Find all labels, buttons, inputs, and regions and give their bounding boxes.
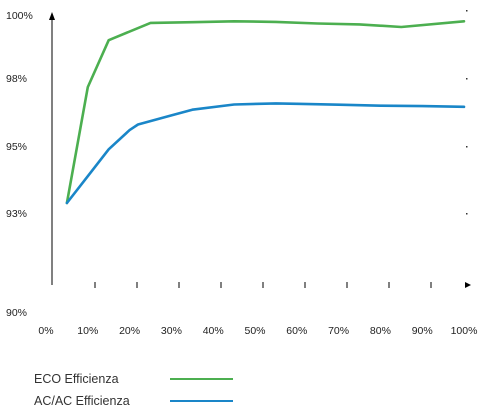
y-axis-arrow-icon <box>49 12 55 20</box>
y-tick-label: 90% <box>6 307 27 319</box>
series-lines <box>65 19 466 205</box>
legend: ECO Efficienza AC/AC Efficienza <box>34 368 274 412</box>
legend-label-acac: AC/AC Efficienza <box>34 394 130 408</box>
series-line-eco <box>65 19 466 205</box>
x-axis-arrow-icon <box>465 282 471 288</box>
x-tick-label: 40% <box>203 325 224 337</box>
x-tick-label: 10% <box>77 325 98 337</box>
right-edge-dot <box>466 10 468 12</box>
right-edge-dot <box>466 78 468 80</box>
y-axis-labels: 90% 93% 95% 98% 100% <box>6 10 33 319</box>
x-tick-label: 80% <box>370 325 391 337</box>
x-tick-label: 90% <box>412 325 433 337</box>
x-axis-ticks <box>94 282 432 288</box>
y-tick-label: 93% <box>6 208 27 220</box>
right-edge-dot <box>466 146 468 148</box>
series-line-acac <box>65 102 466 205</box>
legend-swatch-acac <box>170 400 233 402</box>
x-tick-label: 70% <box>328 325 349 337</box>
x-axis-labels: 0% 10% 20% 30% 40% 50% 60% 70% 80% 90% 100% <box>38 325 477 337</box>
legend-item-acac: AC/AC Efficienza <box>34 390 274 412</box>
x-tick-label: 20% <box>119 325 140 337</box>
y-tick-label: 95% <box>6 141 27 153</box>
legend-swatch-eco <box>170 378 233 380</box>
chart-axes <box>49 12 471 288</box>
right-edge-dot <box>466 213 468 215</box>
x-tick-label: 0% <box>38 325 53 337</box>
x-tick-label: 50% <box>244 325 265 337</box>
x-tick-label: 100% <box>451 325 478 337</box>
x-tick-label: 30% <box>161 325 182 337</box>
legend-item-eco: ECO Efficienza <box>34 368 274 390</box>
right-edge-marks <box>466 10 468 215</box>
legend-label-eco: ECO Efficienza <box>34 372 119 386</box>
x-tick-label: 60% <box>286 325 307 337</box>
y-tick-label: 100% <box>6 10 33 22</box>
y-tick-label: 98% <box>6 73 27 85</box>
